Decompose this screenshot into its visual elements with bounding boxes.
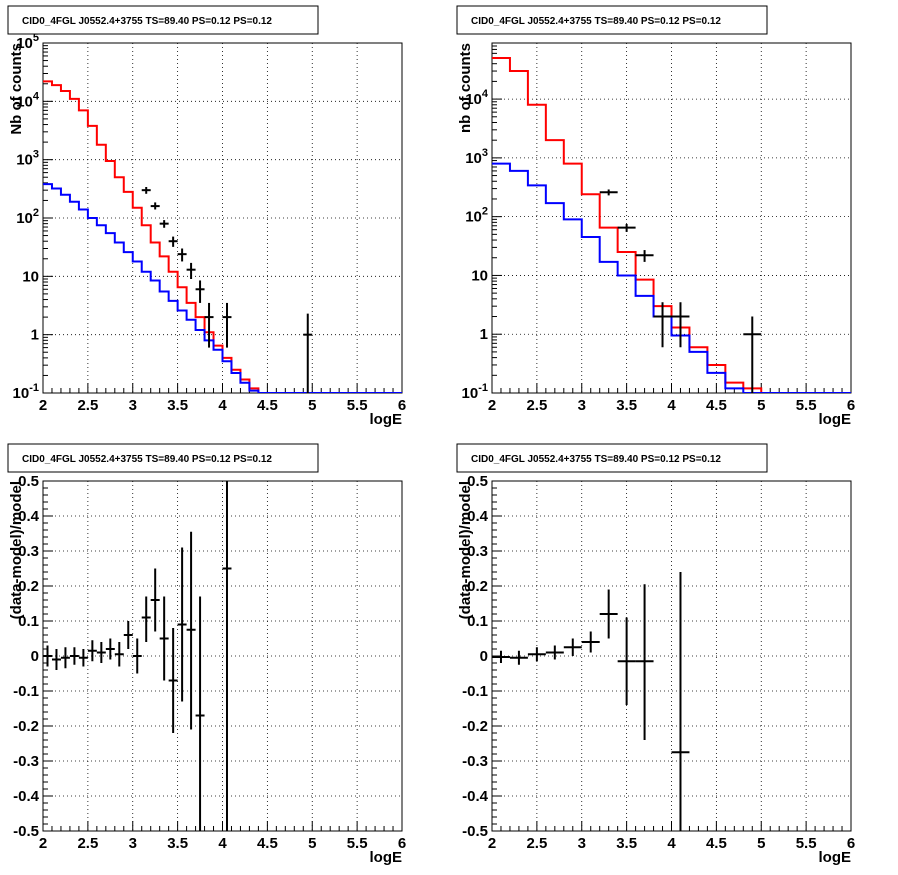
chart-title: CID0_4FGL J0552.4+3755 TS=89.40 PS=0.12 …	[22, 454, 272, 465]
x-tick-label: 4	[667, 397, 676, 414]
chart-title: CID0_4FGL J0552.4+3755 TS=89.40 PS=0.12 …	[471, 454, 721, 465]
x-tick-label: 2.5	[526, 835, 547, 852]
y-tick-label: -0.4	[462, 788, 489, 805]
y-tick-label: -0.5	[462, 823, 488, 840]
x-tick-label: 2	[488, 835, 496, 852]
chart-title: CID0_4FGL J0552.4+3755 TS=89.40 PS=0.12 …	[22, 16, 272, 27]
x-tick-label: 6	[398, 397, 406, 414]
x-axis-title: logE	[819, 411, 852, 428]
y-tick-label: -0.4	[13, 788, 40, 805]
series-1-step-line	[492, 162, 851, 393]
x-tick-label: 2	[39, 835, 47, 852]
x-tick-label: 5	[757, 397, 765, 414]
x-tick-label: 3.5	[616, 835, 637, 852]
title-box	[456, 443, 768, 473]
x-tick-label: 5.5	[347, 835, 368, 852]
x-tick-label: 3.5	[167, 835, 188, 852]
x-tick-label: 3	[578, 397, 586, 414]
x-tick-label: 5.5	[347, 397, 368, 414]
x-tick-label: 6	[847, 397, 855, 414]
x-tick-label: 3.5	[167, 397, 188, 414]
x-tick-label: 2.5	[526, 397, 547, 414]
y-tick-label: -0.1	[13, 683, 39, 700]
y-tick-label: 1	[480, 326, 488, 343]
y-tick-label: 10-1	[13, 382, 39, 402]
x-tick-label: 5	[308, 397, 316, 414]
series-1-step-line	[43, 183, 402, 393]
series-0-step-line	[43, 80, 402, 393]
panel-counts-coarse: CID0_4FGL J0552.4+3755 TS=89.40 PS=0.12 …	[456, 5, 855, 428]
y-tick-label: -0.5	[13, 823, 39, 840]
y-tick-label: -0.1	[462, 683, 488, 700]
x-tick-label: 5	[308, 835, 316, 852]
title-box	[7, 5, 319, 35]
y-tick-label: 0.4	[467, 508, 489, 525]
x-tick-label: 4.5	[257, 397, 278, 414]
y-axis-title: Nb of counts	[8, 43, 25, 135]
y-tick-label: 103	[465, 147, 488, 167]
x-tick-label: 6	[398, 835, 406, 852]
y-tick-label: 0.4	[18, 508, 40, 525]
x-tick-label: 3.5	[616, 397, 637, 414]
chart-title: CID0_4FGL J0552.4+3755 TS=89.40 PS=0.12 …	[471, 16, 721, 27]
y-tick-label: 0.1	[18, 613, 39, 630]
x-tick-label: 4.5	[257, 835, 278, 852]
y-tick-label: 10	[471, 267, 488, 284]
y-tick-label: 0.3	[18, 543, 39, 560]
y-tick-label: 0.5	[18, 473, 39, 490]
x-tick-label: 2	[39, 397, 47, 414]
y-tick-label: 1	[31, 327, 39, 344]
y-axis-title: (data-model)/model	[8, 481, 25, 619]
y-axis-title: (data-model)/model	[457, 481, 474, 619]
y-tick-label: 0.2	[18, 578, 39, 595]
x-axis-title: logE	[370, 849, 403, 866]
y-tick-label: 0.1	[467, 613, 488, 630]
title-box	[7, 443, 319, 473]
x-axis-title: logE	[819, 849, 852, 866]
x-tick-label: 2.5	[77, 397, 98, 414]
y-tick-label: 0	[31, 648, 39, 665]
x-tick-label: 4.5	[706, 397, 727, 414]
x-tick-label: 4.5	[706, 835, 727, 852]
y-tick-label: -0.2	[13, 718, 39, 735]
panel-residuals-fine: CID0_4FGL J0552.4+3755 TS=89.40 PS=0.12 …	[7, 443, 406, 866]
y-tick-label: 102	[465, 206, 488, 226]
x-tick-label: 5.5	[796, 397, 817, 414]
x-tick-label: 4	[667, 835, 676, 852]
x-axis-title: logE	[370, 411, 403, 428]
y-tick-label: -0.3	[13, 753, 39, 770]
x-tick-label: 6	[847, 835, 855, 852]
panel-residuals-coarse: CID0_4FGL J0552.4+3755 TS=89.40 PS=0.12 …	[456, 443, 855, 866]
y-tick-label: 0.3	[467, 543, 488, 560]
y-tick-label: -0.2	[462, 718, 488, 735]
y-axis-title: nb of counts	[457, 43, 474, 133]
y-tick-label: 10	[22, 268, 39, 285]
y-tick-label: 102	[16, 207, 39, 227]
y-tick-label: 0.5	[467, 473, 488, 490]
y-tick-label: 10-1	[462, 382, 488, 402]
series-0-step-line	[492, 57, 851, 393]
y-tick-label: -0.3	[462, 753, 488, 770]
panel-counts-fine: CID0_4FGL J0552.4+3755 TS=89.40 PS=0.12 …	[7, 5, 406, 428]
x-tick-label: 4	[218, 397, 227, 414]
x-tick-label: 3	[129, 397, 137, 414]
x-tick-label: 3	[578, 835, 586, 852]
y-tick-label: 0	[480, 648, 488, 665]
x-tick-label: 2	[488, 397, 496, 414]
title-box	[456, 5, 768, 35]
y-tick-label: 103	[16, 149, 39, 169]
x-tick-label: 5.5	[796, 835, 817, 852]
x-tick-label: 4	[218, 835, 227, 852]
x-tick-label: 2.5	[77, 835, 98, 852]
x-tick-label: 3	[129, 835, 137, 852]
y-tick-label: 0.2	[467, 578, 488, 595]
x-tick-label: 5	[757, 835, 765, 852]
